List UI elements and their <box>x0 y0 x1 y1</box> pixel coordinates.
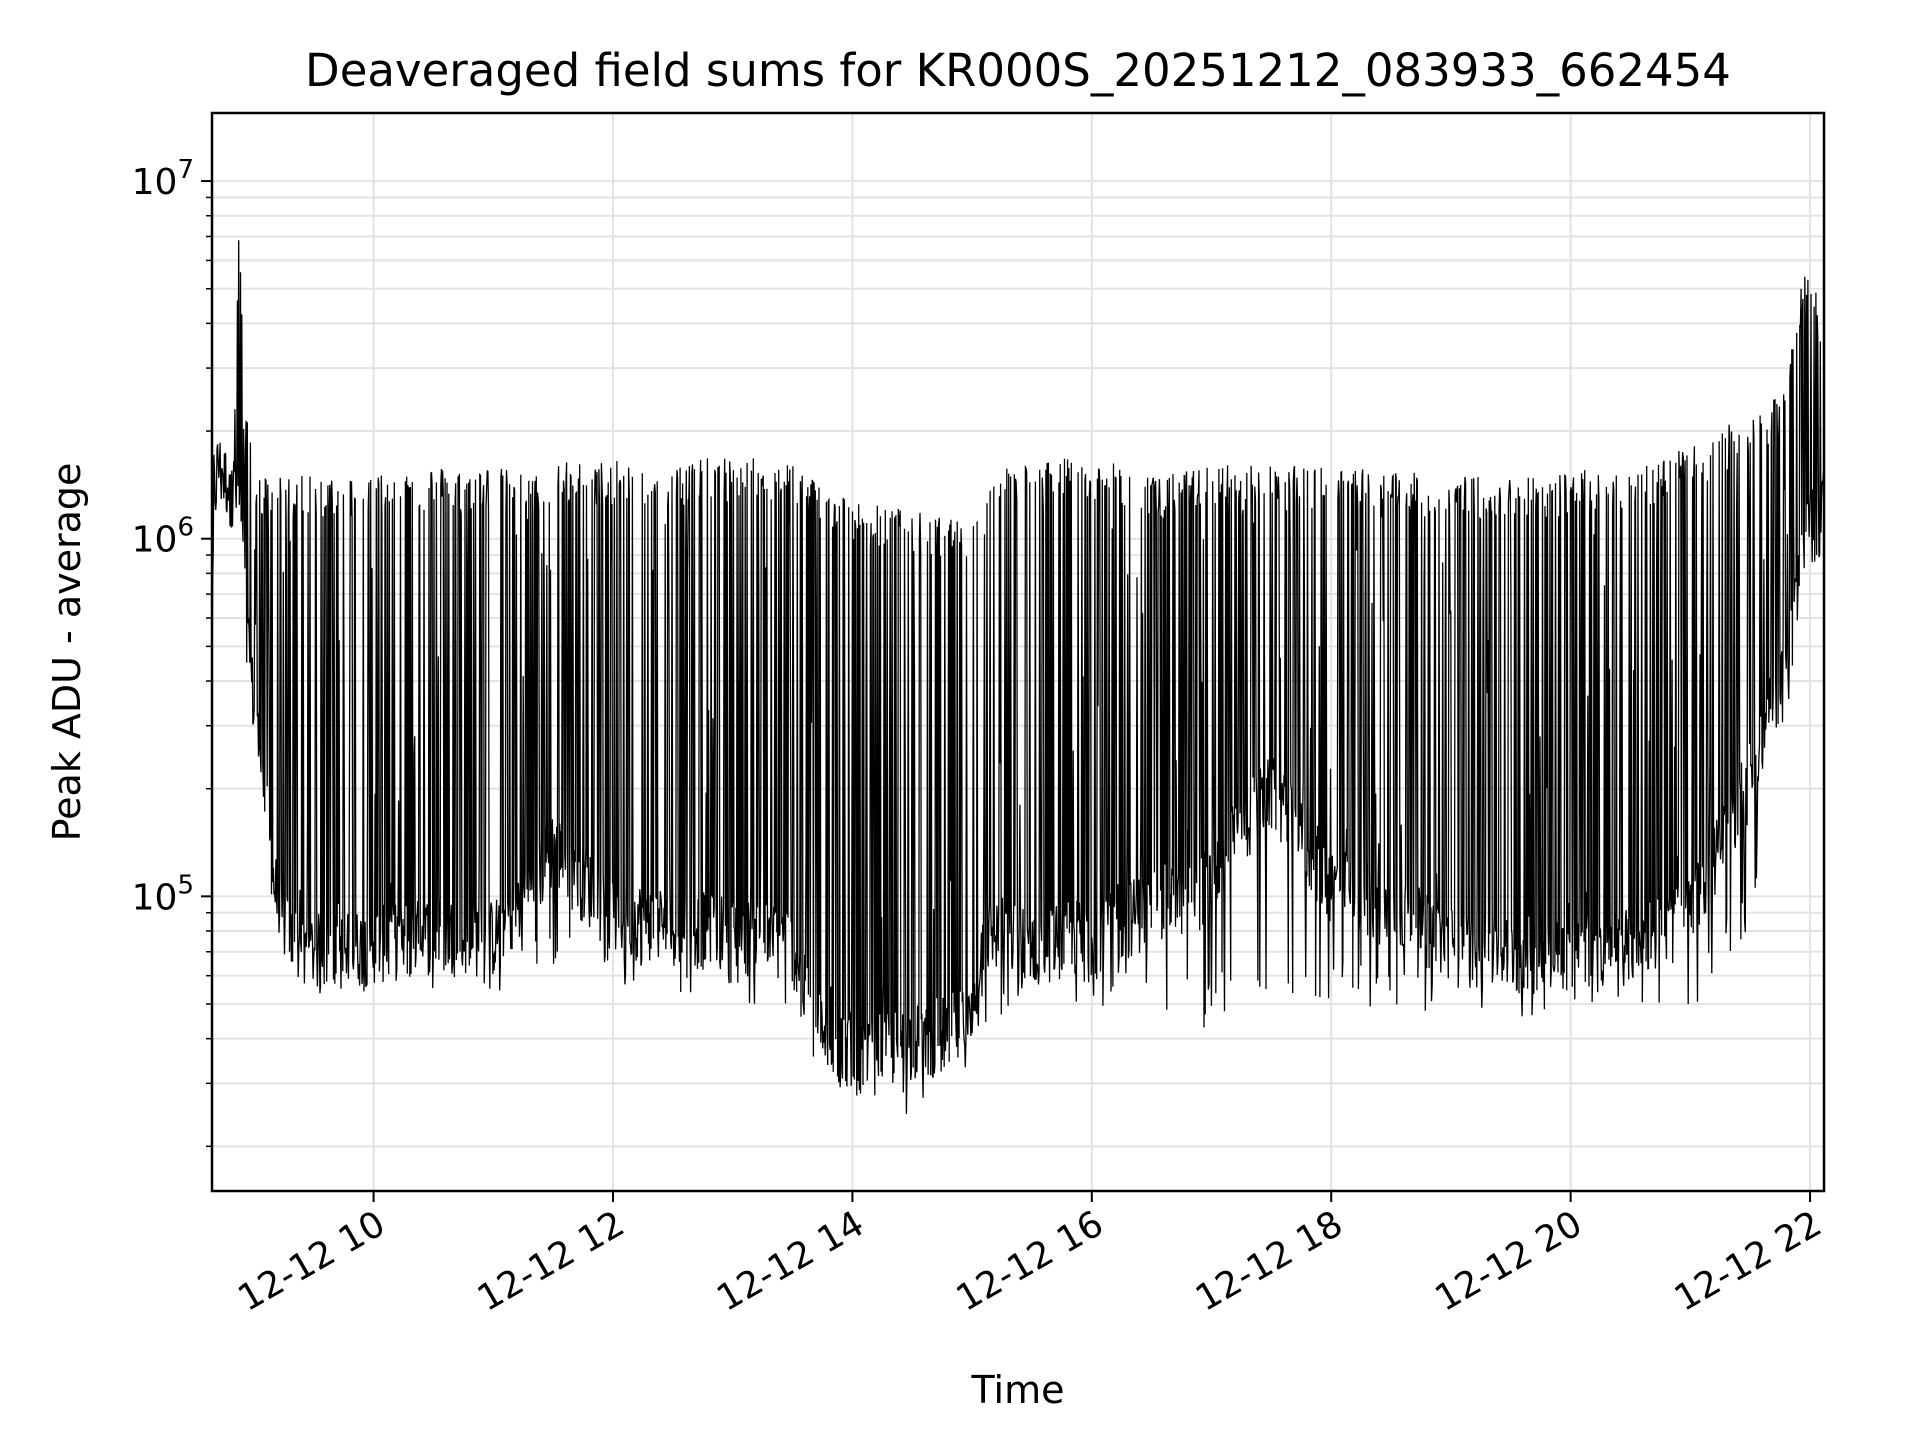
series-line <box>211 240 1825 1114</box>
x-tick-label: 12-12 12 <box>471 1203 632 1319</box>
x-tick-label: 12-12 18 <box>1189 1203 1350 1319</box>
y-tick-label: 107 <box>132 155 194 203</box>
x-axis: 12-12 10 12-12 12 12-12 14 12-12 16 12-12 18… <box>231 1191 1829 1320</box>
y-axis: 105 106 107 <box>132 155 212 1148</box>
x-tick-label: 12-12 20 <box>1428 1203 1589 1319</box>
x-tick-label: 12-12 22 <box>1668 1203 1829 1319</box>
y-tick-label: 106 <box>132 513 194 561</box>
chart-title: Deaveraged field sums for KR000S_2025121… <box>305 44 1731 97</box>
data-series-line <box>211 240 1825 1114</box>
y-axis-label: Peak ADU - average <box>45 463 89 842</box>
x-tick-label: 12-12 10 <box>231 1203 392 1319</box>
plot-frame <box>210 111 1826 1193</box>
x-tick-label: 12-12 16 <box>950 1203 1111 1319</box>
x-tick-label: 12-12 14 <box>710 1203 871 1319</box>
x-axis-label: Time <box>971 1368 1065 1412</box>
y-tick-label: 105 <box>132 870 194 918</box>
